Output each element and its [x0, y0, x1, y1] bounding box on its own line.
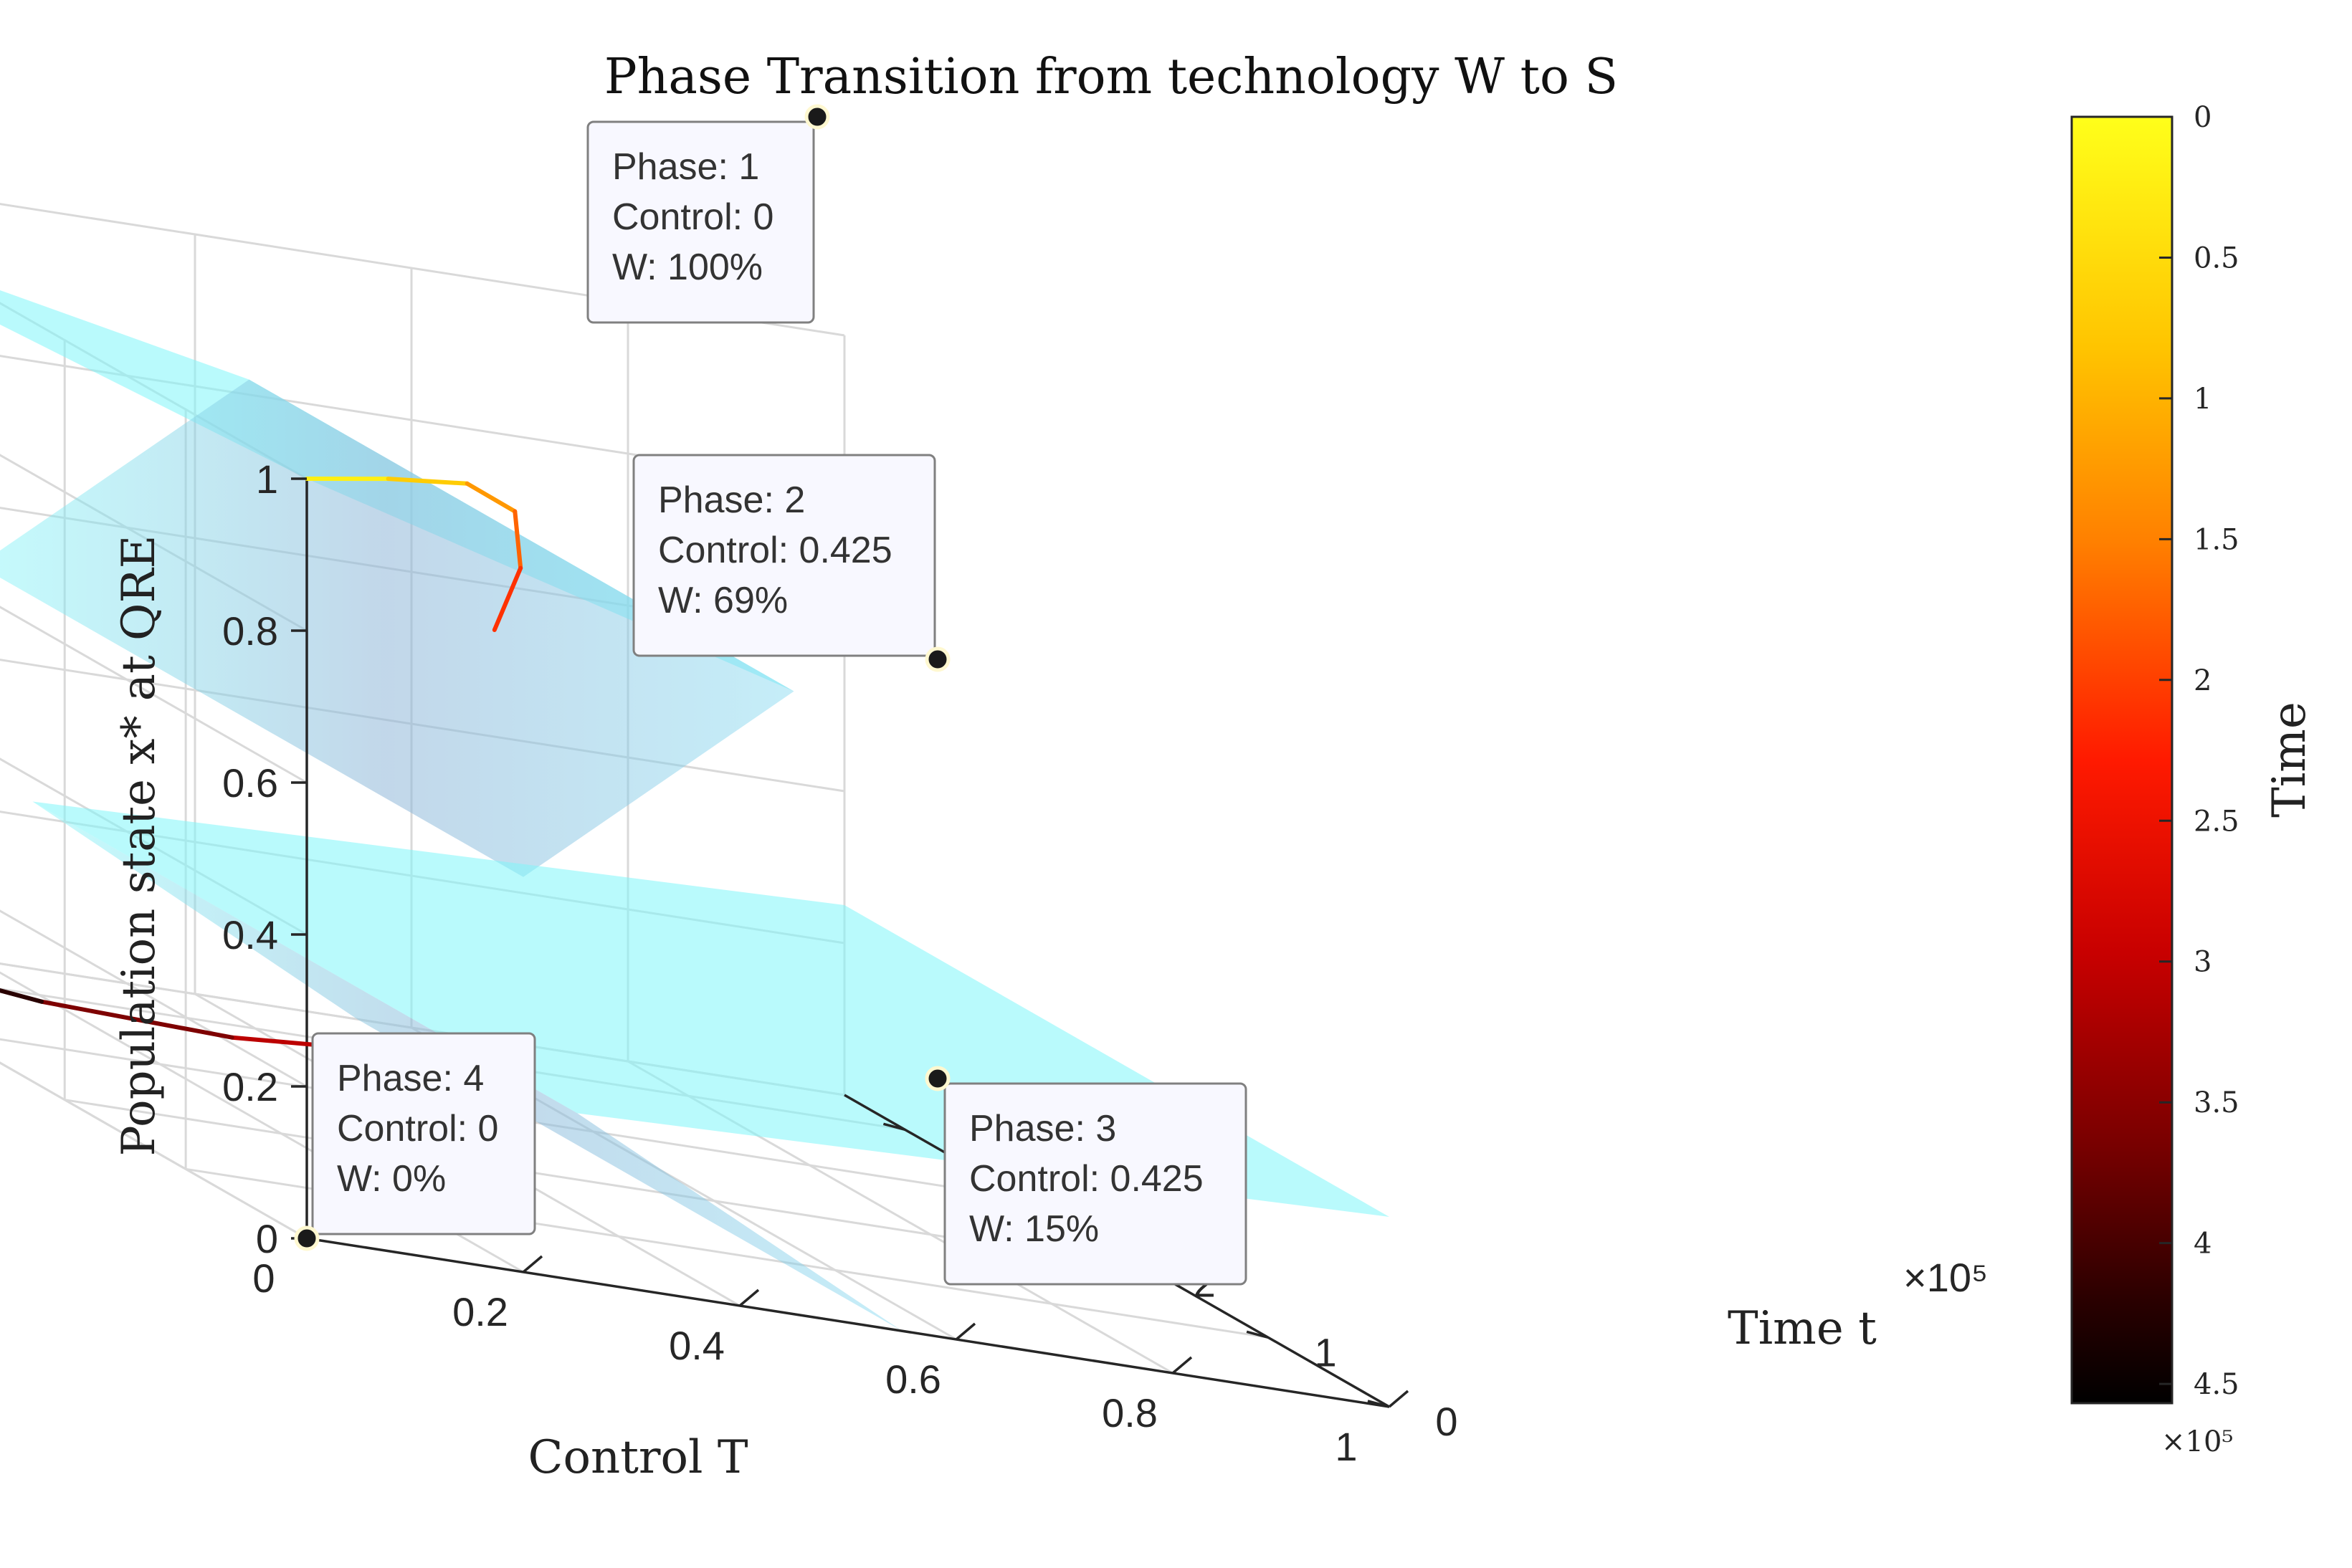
phase-annotation-text: W: 0%: [337, 1158, 446, 1200]
colorbar-tick-label: 1.5: [2194, 523, 2239, 556]
phase-annotations: Phase: 1 Control: 0 W: 100% Phase: 2 Control…: [294, 104, 1247, 1286]
chart-title: Phase Transition from technology W to S: [604, 49, 1618, 105]
colorbar-tick-label: 4: [2194, 1228, 2211, 1261]
x-tick: [955, 1322, 976, 1341]
phase-annotation-text: Phase: 1: [612, 146, 759, 188]
colorbar-tick-label: 2.5: [2194, 805, 2239, 838]
colorbar-gradient: [2070, 115, 2174, 1405]
x-axis-title: Control T: [528, 1431, 748, 1484]
x-tick-label: 0: [252, 1256, 275, 1301]
colorbar-tick-label: 3: [2194, 946, 2211, 979]
trajectory-segment: [492, 565, 523, 632]
grid-line: [0, 606, 308, 784]
x-tick-label: 0.2: [452, 1289, 508, 1334]
z-tick-label: 0.8: [222, 608, 278, 654]
phase-marker: [925, 1066, 951, 1091]
colorbar-tick-label: 0: [2194, 101, 2211, 134]
trajectory-segment: [386, 477, 470, 486]
phase-annotation-text: W: 69%: [658, 580, 788, 621]
z-tick-label: 0: [256, 1216, 278, 1261]
phase-annotation-text: Phase: 4: [337, 1058, 484, 1099]
phase-annotation-text: W: 100%: [612, 247, 763, 288]
trajectory-segment: [513, 509, 523, 570]
y-tick-label: 1: [1315, 1329, 1337, 1375]
trajectory-segment: [465, 481, 518, 514]
x-tick-label: 0.8: [1102, 1390, 1158, 1435]
y-axis-title: Time t: [1728, 1302, 1877, 1355]
colorbar: 0 0.5 1 1.5 2 2.5 3 3.5 4 4.5 Time ×10⁵: [2070, 101, 2316, 1458]
colorbar-tick-label: 0.5: [2194, 242, 2239, 275]
colorbar-tick-label: 1: [2194, 383, 2211, 416]
x-tick: [1171, 1356, 1193, 1375]
y-tick-label: 0: [1435, 1399, 1457, 1444]
phase-annotation-box: [586, 120, 815, 324]
phase-marker: [294, 1225, 320, 1251]
x-tick-label: 0.4: [669, 1323, 725, 1368]
colorbar-ticks: 0 0.5 1 1.5 2 2.5 3 3.5 4 4.5: [2159, 101, 2239, 1401]
phase-annotation-text: Phase: 2: [658, 479, 805, 521]
y-tick: [882, 1122, 905, 1131]
phase-annotation-box: [311, 1032, 536, 1235]
phase-annotation-text: Control: 0: [337, 1108, 498, 1149]
colorbar-tick-label: 3.5: [2194, 1086, 2239, 1119]
grid-line: [0, 1061, 308, 1240]
colorbar-tick-label: 4.5: [2194, 1368, 2239, 1401]
phase-annotation-text: Control: 0.425: [969, 1158, 1204, 1200]
phase-annotation-box: [943, 1082, 1247, 1286]
colorbar-title: Time: [2263, 702, 2316, 818]
z-axis-title: Population state x* at QRE: [113, 535, 166, 1157]
phase-marker: [804, 104, 830, 130]
x-tick-label: 0.6: [885, 1357, 941, 1402]
colorbar-tick-label: 2: [2194, 664, 2211, 697]
trajectory-segment: [39, 999, 234, 1040]
x-tick: [1388, 1390, 1409, 1408]
x-axis-line: [306, 1237, 1390, 1408]
x-tick: [522, 1255, 543, 1273]
phase-annotation-text: W: 15%: [969, 1208, 1099, 1250]
z-tick-label: 0.6: [222, 760, 278, 805]
y-tick: [1367, 1400, 1390, 1408]
z-tick-label: 1: [256, 456, 278, 502]
time-exponent-label: ×10⁵: [1903, 1255, 1988, 1300]
x-tick-label: 1: [1335, 1424, 1357, 1469]
phase-annotation-text: Control: 0: [612, 196, 773, 238]
colorbar-exponent-label: ×10⁵: [2161, 1425, 2233, 1458]
x-tick: [738, 1289, 760, 1307]
phase-annotation-text: Control: 0.425: [658, 530, 892, 571]
upper-fold: [0, 379, 794, 877]
z-tick-label: 0.4: [222, 912, 278, 957]
y-tick: [1246, 1330, 1269, 1339]
phase-marker: [925, 646, 951, 672]
phase-annotation-box: [632, 454, 936, 657]
phase-annotation-text: Phase: 3: [969, 1108, 1116, 1149]
z-tick-label: 0.2: [222, 1064, 278, 1109]
